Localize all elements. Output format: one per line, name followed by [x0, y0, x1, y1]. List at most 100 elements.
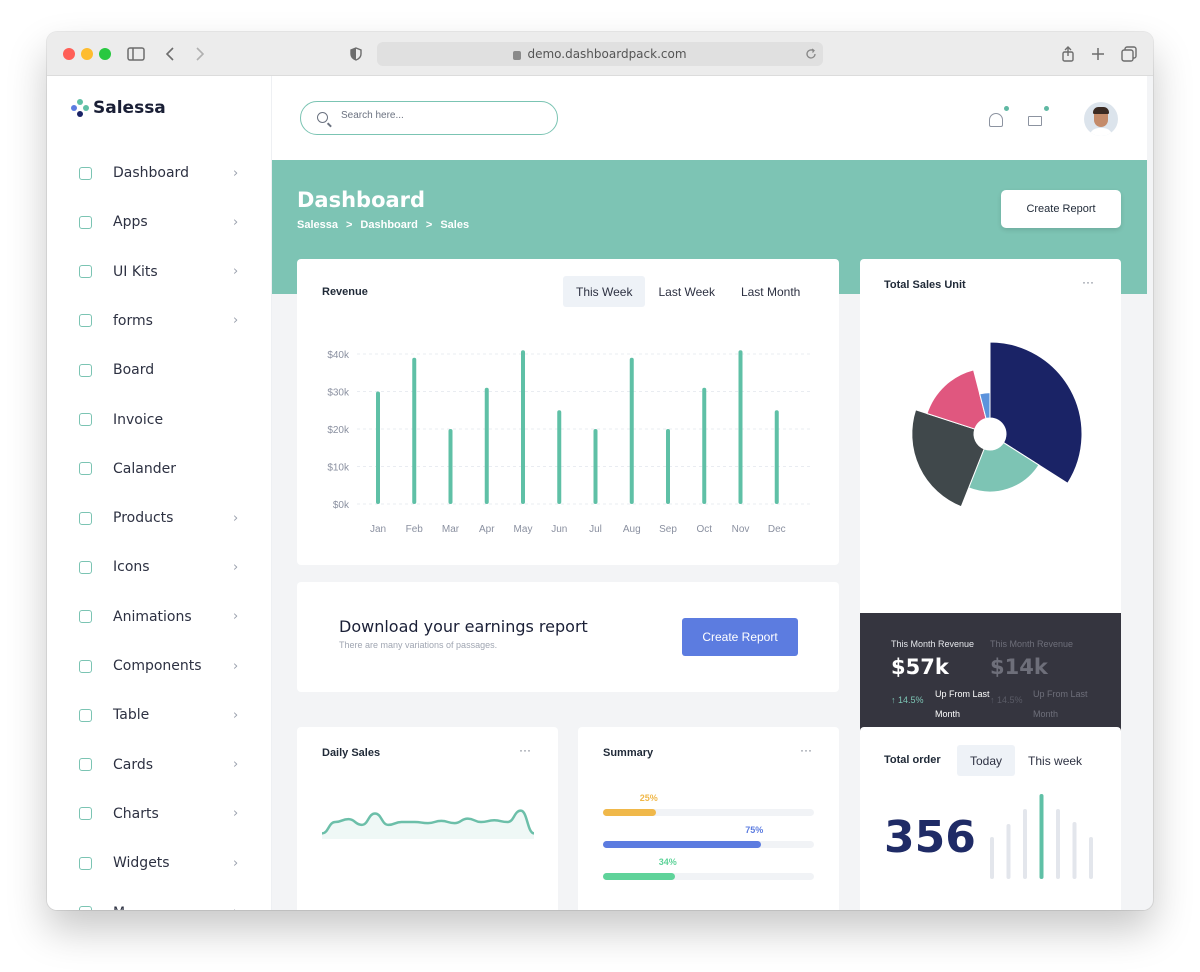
- sidebar-item[interactable]: Charts ›: [47, 794, 271, 834]
- chevron-right-icon: ›: [233, 313, 239, 329]
- bar: [629, 357, 634, 504]
- close-window-button[interactable]: [63, 48, 75, 60]
- forward-icon[interactable]: [195, 44, 205, 64]
- minimize-window-button[interactable]: [81, 48, 93, 60]
- stat-value: $57k: [891, 655, 949, 679]
- bar: [484, 387, 489, 504]
- more-options-icon[interactable]: ···: [1082, 275, 1094, 289]
- progress-label: 25%: [639, 793, 658, 803]
- sidebar-item[interactable]: UI Kits ›: [47, 252, 271, 292]
- maximize-window-button[interactable]: [99, 48, 111, 60]
- total-order-value: 356: [884, 812, 976, 863]
- notification-dot: [1004, 106, 1009, 111]
- browser-titlebar: demo.dashboardpack.com: [47, 32, 1153, 76]
- create-report-button[interactable]: Create Report: [1001, 190, 1121, 228]
- back-icon[interactable]: [165, 44, 175, 64]
- sidebar-item[interactable]: Calander: [47, 449, 271, 489]
- stat-caption: Up From Last Month: [1033, 689, 1088, 719]
- x-tick-label: Jun: [551, 524, 567, 535]
- sidebar-item[interactable]: Table ›: [47, 695, 271, 735]
- earnings-create-report-button[interactable]: Create Report: [682, 618, 798, 656]
- search-icon[interactable]: [317, 112, 328, 123]
- sidebar-item[interactable]: Products ›: [47, 498, 271, 538]
- tab-today[interactable]: Today: [957, 745, 1016, 776]
- summary-title: Summary: [603, 747, 654, 759]
- chevron-right-icon: ›: [233, 559, 239, 575]
- progress-fill: [603, 873, 675, 880]
- avatar[interactable]: [1084, 102, 1118, 136]
- sidebar-item-label: Products: [113, 510, 174, 527]
- more-options-icon[interactable]: ···: [800, 743, 812, 757]
- order-bar: [1006, 824, 1011, 879]
- nav-icon: [79, 856, 92, 870]
- new-tab-icon[interactable]: [1091, 44, 1105, 64]
- revenue-title: Revenue: [322, 286, 368, 298]
- x-tick-label: Jul: [589, 524, 602, 535]
- sidebar-item[interactable]: Board: [47, 350, 271, 390]
- breadcrumb: Salessa > Dashboard > Sales: [297, 219, 469, 231]
- address-bar[interactable]: demo.dashboardpack.com: [377, 42, 823, 66]
- daily-sales-card: Daily Sales ···: [297, 727, 558, 910]
- sidebar-item-label: forms: [113, 312, 153, 329]
- bar: [774, 410, 779, 504]
- shield-icon[interactable]: [350, 44, 362, 64]
- share-icon[interactable]: [1061, 44, 1075, 64]
- sidebar-item[interactable]: Icons ›: [47, 547, 271, 587]
- message-dot: [1044, 106, 1049, 111]
- logo-icon: [71, 99, 89, 117]
- chevron-right-icon: ›: [233, 757, 239, 773]
- progress-fill: [603, 841, 762, 848]
- stat-label: This Month Revenue: [990, 639, 1074, 649]
- chevron-right-icon: ›: [233, 707, 239, 723]
- chevron-right-icon: ›: [233, 658, 239, 674]
- sidebar-toggle-icon[interactable]: [127, 44, 145, 64]
- sidebar-item[interactable]: Components ›: [47, 646, 271, 686]
- order-bar: [1056, 809, 1060, 879]
- breadcrumb-item[interactable]: Dashboard: [360, 219, 418, 231]
- sidebar-item[interactable]: forms ›: [47, 301, 271, 341]
- daily-sales-chart: [321, 809, 535, 839]
- tab-this-week[interactable]: This Week: [563, 276, 646, 307]
- order-bar: [990, 837, 994, 879]
- sidebar-item[interactable]: Invoice: [47, 400, 271, 440]
- y-tick-label: $20k: [327, 425, 350, 436]
- nav-icon: [79, 462, 92, 476]
- sidebar-item[interactable]: Widgets ›: [47, 843, 271, 883]
- reload-icon[interactable]: [805, 44, 817, 64]
- sidebar-item[interactable]: Animations ›: [47, 597, 271, 637]
- search-box: [300, 101, 558, 135]
- sidebar-item-label: Board: [113, 362, 155, 379]
- bar: [448, 429, 453, 504]
- sidebar-item-label: Widgets: [113, 855, 170, 872]
- nav-icon: [79, 610, 92, 624]
- nav-icon: [79, 166, 92, 180]
- nav-icon: [79, 314, 92, 328]
- y-tick-label: $0k: [333, 500, 350, 511]
- tab-last-month[interactable]: Last Month: [740, 284, 801, 299]
- mail-icon[interactable]: [1028, 116, 1042, 126]
- nav-icon: [79, 215, 92, 229]
- sidebar-item-label: Charts: [113, 805, 159, 822]
- tabs-overview-icon[interactable]: [1121, 44, 1137, 64]
- sidebar-item[interactable]: Cards ›: [47, 745, 271, 785]
- breadcrumb-item[interactable]: Salessa: [297, 219, 338, 231]
- address-url: demo.dashboardpack.com: [527, 47, 687, 61]
- tab-this-week[interactable]: This week: [1028, 753, 1083, 768]
- more-options-icon[interactable]: ···: [519, 743, 531, 757]
- revenue-stats-panel: This Month Revenue $57k ↑ 14.5% Up From …: [860, 613, 1121, 742]
- chevron-right-icon: ›: [233, 214, 239, 230]
- total-order-card: Total order Today This week 356: [860, 727, 1121, 910]
- sidebar-item-label: Table: [113, 707, 150, 724]
- tab-last-week[interactable]: Last Week: [658, 284, 715, 299]
- sidebar-item[interactable]: Dashboard ›: [47, 153, 271, 193]
- search-input[interactable]: [341, 110, 541, 121]
- lock-icon: [513, 50, 522, 60]
- bell-icon[interactable]: [989, 113, 1003, 127]
- sidebar-item[interactable]: Apps ›: [47, 202, 271, 242]
- y-tick-label: $40k: [327, 350, 350, 361]
- brand-name: Salessa: [93, 98, 166, 118]
- earnings-card: Download your earnings report There are …: [297, 582, 839, 692]
- brand-logo[interactable]: Salessa: [71, 98, 166, 118]
- nav-icon: [79, 807, 92, 821]
- sidebar-item[interactable]: M... ›: [47, 893, 271, 910]
